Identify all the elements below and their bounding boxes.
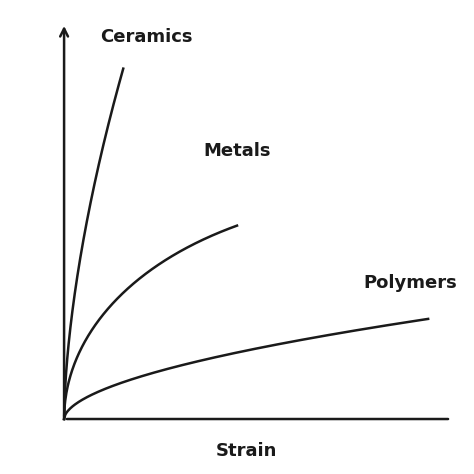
Text: Metals: Metals bbox=[203, 142, 271, 160]
Text: Polymers: Polymers bbox=[363, 273, 457, 292]
Text: Ceramics: Ceramics bbox=[100, 28, 192, 46]
Text: Strain: Strain bbox=[215, 442, 277, 460]
